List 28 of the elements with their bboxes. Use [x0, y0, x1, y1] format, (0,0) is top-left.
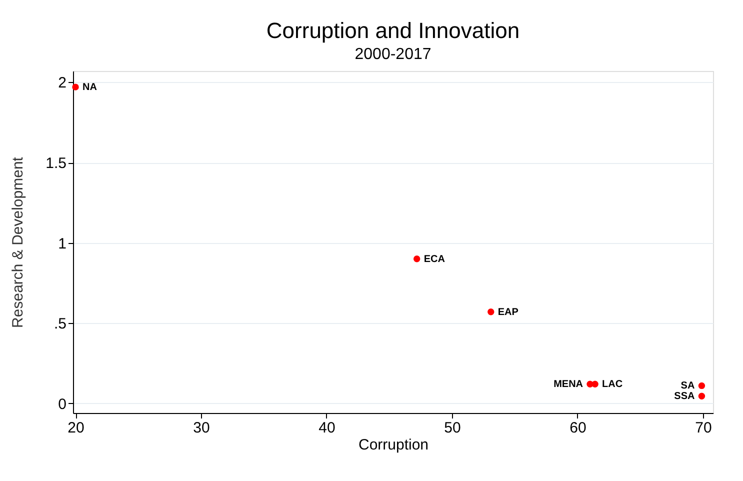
- chart-title: Corruption and Innovation: [266, 18, 520, 43]
- y-axis-title: Research & Development: [10, 156, 27, 328]
- annotation: MENA: [554, 379, 584, 390]
- annotation: EAP: [498, 306, 519, 318]
- y-tick-label: 1: [58, 235, 66, 252]
- y-tick-label: 1.5: [46, 155, 66, 172]
- x-axis-title: Corruption: [358, 436, 429, 454]
- annotation: ECA: [424, 254, 445, 265]
- chart-subtitle: 2000-2017: [354, 46, 432, 63]
- point: [488, 308, 494, 316]
- x-tick-label: 40: [318, 420, 336, 436]
- y-tick-label: 0: [58, 396, 66, 413]
- point: [698, 392, 706, 400]
- point: [698, 382, 706, 390]
- annotation: LAC: [602, 379, 623, 390]
- y-tick-label: .5: [54, 316, 66, 333]
- x-tick-label: 50: [444, 420, 461, 436]
- point: [413, 256, 420, 262]
- x-tick-label: 60: [570, 420, 586, 436]
- point: [592, 380, 598, 388]
- x-tick-label: 70: [695, 420, 712, 436]
- annotation: SSA: [674, 391, 695, 402]
- x-tick-label: 30: [193, 420, 210, 436]
- point: [72, 84, 79, 90]
- y-tick-label: 2: [58, 74, 66, 92]
- annotation: NA: [82, 82, 97, 94]
- x-tick-label: 20: [68, 420, 84, 436]
- annotation: SA: [680, 380, 695, 392]
